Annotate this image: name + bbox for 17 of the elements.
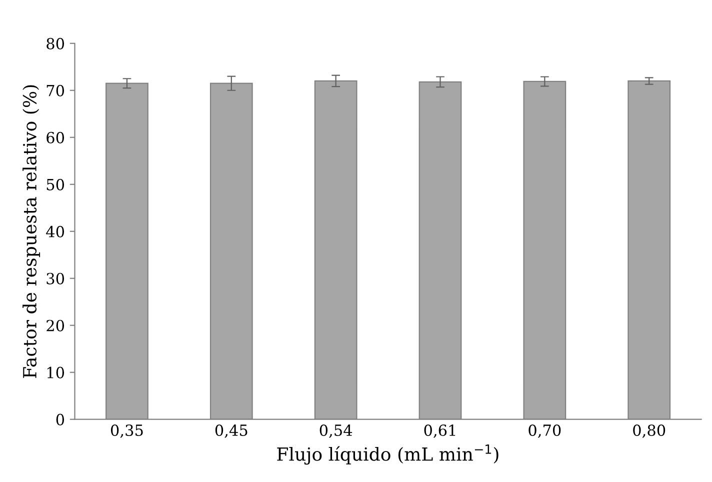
y-tick-label: 60 [46,132,64,144]
x-tick-label: 0,70 [528,424,561,438]
y-axis-title: Factor de respuesta relativo (%) [22,85,40,378]
y-tick-label: 0 [56,414,64,426]
x-tick-label: 0,80 [633,424,666,438]
x-tick-label: 0,35 [110,424,143,438]
x-tick-label: 0,45 [215,424,248,438]
x-axis-title: Flujo líquido (mL min$^{−1}$) [277,444,498,465]
y-tick-label: 50 [46,178,64,190]
y-tick-label: 70 [46,84,64,96]
y-tick-label: 20 [46,320,64,332]
x-tick-label: 0,54 [320,424,352,438]
y-tick-label: 10 [47,366,64,378]
x-tick-label: 0,61 [424,424,456,438]
y-tick-label: 80 [46,38,64,50]
y-tick-label: 30 [46,272,64,284]
y-tick-label: 40 [46,226,64,238]
